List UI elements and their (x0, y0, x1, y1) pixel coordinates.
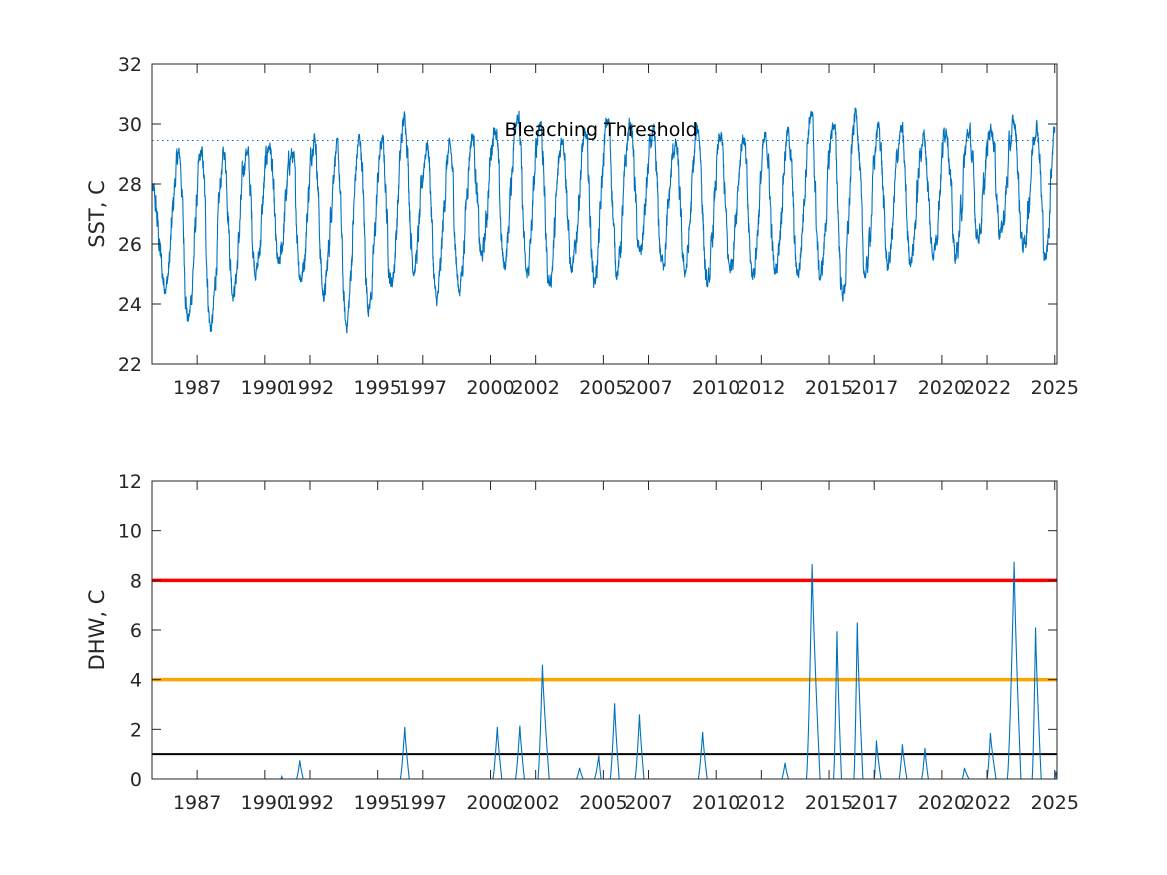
sst-x-tick-label: 1995 (354, 377, 402, 399)
sst-x-tick-label: 1987 (173, 377, 221, 399)
dhw-x-tick-label: 2007 (624, 792, 672, 814)
bleaching-threshold-annotation: Bleaching Threshold (505, 119, 698, 141)
dhw-x-tick-label: 2010 (692, 792, 740, 814)
sst-x-tick-label: 2020 (918, 377, 966, 399)
sst-x-tick-label: 1997 (399, 377, 447, 399)
dhw-y-tick-label: 0 (130, 769, 142, 791)
sst-y-tick-label: 26 (118, 234, 142, 256)
sst-x-tick-label: 2022 (963, 377, 1011, 399)
sst-x-tick-label: 2017 (850, 377, 898, 399)
dhw-x-tick-label: 2015 (805, 792, 853, 814)
dhw-y-tick-label: 6 (130, 620, 142, 642)
sst-x-tick-label: 2010 (692, 377, 740, 399)
dhw-x-tick-label: 2012 (737, 792, 785, 814)
sst-x-tick-label: 2012 (737, 377, 785, 399)
dhw-series-line (152, 561, 1058, 780)
sst-y-axis: 22 24 26 28 30 32 (118, 54, 1057, 376)
sst-y-tick-label: 30 (118, 114, 142, 136)
dhw-y-tick-label: 2 (130, 719, 142, 741)
sst-x-tick-label: 1990 (241, 377, 289, 399)
dhw-x-tick-label: 2025 (1031, 792, 1079, 814)
sst-x-tick-label: 2002 (511, 377, 559, 399)
sst-y-tick-label: 22 (118, 354, 142, 376)
dhw-x-tick-label: 2017 (850, 792, 898, 814)
dhw-reference-lines (152, 578, 1057, 756)
sst-x-tick-label: 2015 (805, 377, 853, 399)
sst-x-tick-label: 2005 (579, 377, 627, 399)
sst-y-tick-label: 28 (118, 174, 142, 196)
dhw-x-tick-label: 1997 (399, 792, 447, 814)
dhw-y-tick-label: 4 (130, 670, 142, 692)
dhw-y-tick-label: 8 (130, 570, 142, 592)
sst-y-tick-label: 32 (118, 54, 142, 76)
dhw-x-tick-label: 1990 (241, 792, 289, 814)
sst-y-axis-label: SST, C (85, 180, 109, 248)
dhw-x-tick-label: 2022 (963, 792, 1011, 814)
sst-plot-area (152, 64, 1057, 364)
dhw-x-tick-label: 2000 (466, 792, 514, 814)
sst-y-tick-label: 24 (118, 294, 142, 316)
dhw-y-tick-label: 10 (118, 521, 142, 543)
dhw-x-tick-label: 2005 (579, 792, 627, 814)
dhw-y-tick-label: 12 (118, 471, 142, 493)
dhw-x-tick-label: 1995 (354, 792, 402, 814)
sst-axes-box (151, 63, 1058, 365)
sst-x-tick-label: 2007 (624, 377, 672, 399)
dhw-series-group (152, 561, 1058, 780)
dhw-y-axis: 0 2 4 6 8 10 12 (118, 471, 1057, 791)
dhw-x-tick-label: 1987 (173, 792, 221, 814)
sst-series-group (151, 107, 1056, 334)
dhw-y-axis-label: DHW, C (85, 590, 109, 671)
dhw-plot-area (152, 481, 1057, 779)
dhw-x-tick-label: 1992 (286, 792, 334, 814)
sst-x-tick-label: 1992 (286, 377, 334, 399)
dhw-x-tick-label: 2020 (918, 792, 966, 814)
sst-x-tick-label: 2000 (466, 377, 514, 399)
sst-series-line (151, 107, 1056, 334)
sst-x-tick-label: 2025 (1031, 377, 1079, 399)
dhw-x-tick-label: 2002 (511, 792, 559, 814)
